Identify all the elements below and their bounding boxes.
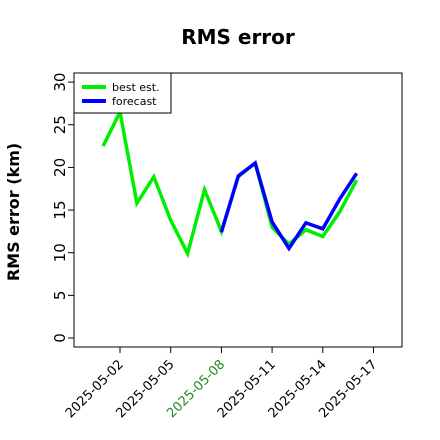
plot-area-frame: [73, 72, 403, 348]
x-axis: 2025-05-022025-05-052025-05-082025-05-11…: [63, 347, 380, 421]
series-lines: [101, 106, 359, 259]
y-axis: 0 5 10 15 20 25 30: [51, 73, 74, 343]
legend-box: [73, 72, 172, 114]
chart-title: RMS error: [181, 25, 295, 49]
y-tick-label: 20: [51, 158, 69, 177]
y-axis-label: RMS error (km): [4, 143, 23, 281]
series-line-forecast: [219, 160, 359, 252]
y-tick-label: 15: [51, 201, 69, 220]
legend-label-forecast: forecast: [112, 95, 157, 108]
y-tick-label: 10: [51, 243, 69, 262]
y-tick-label: 30: [51, 73, 69, 92]
series-line-best-est: [101, 106, 359, 259]
y-tick-label: 0: [51, 333, 69, 343]
y-tick-label: 25: [51, 115, 69, 134]
y-tick-label: 5: [51, 291, 69, 301]
legend: best est. forecast: [73, 72, 172, 114]
legend-label-best-est: best est.: [112, 81, 160, 94]
